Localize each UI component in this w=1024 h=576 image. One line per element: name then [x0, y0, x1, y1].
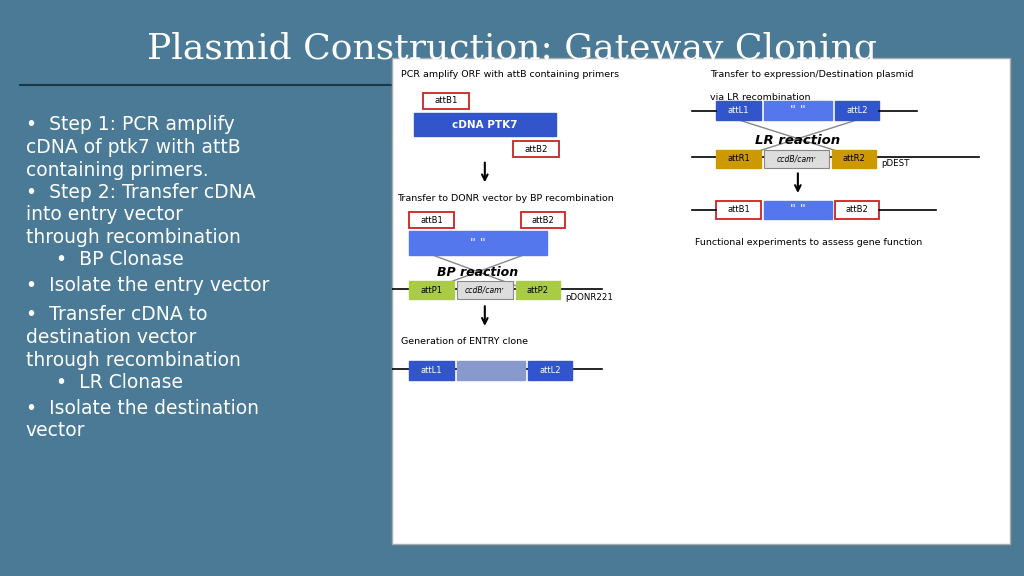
Bar — [457, 361, 525, 380]
Bar — [410, 361, 454, 380]
Text: cDNA PTK7: cDNA PTK7 — [452, 120, 517, 130]
Text: attP2: attP2 — [527, 286, 549, 295]
Text: Transfer to expression/Destination plasmid: Transfer to expression/Destination plasm… — [711, 70, 913, 79]
Text: BP reaction: BP reaction — [437, 266, 518, 279]
Bar — [410, 232, 547, 255]
Text: attL1: attL1 — [421, 366, 442, 375]
Bar — [392, 58, 1010, 544]
Bar — [414, 113, 556, 137]
Text: attR2: attR2 — [843, 154, 865, 164]
Text: pDONR221: pDONR221 — [565, 293, 613, 302]
Bar — [764, 101, 831, 120]
Bar — [717, 150, 761, 168]
Text: •  Transfer cDNA to
destination vector
through recombination: • Transfer cDNA to destination vector th… — [26, 305, 241, 370]
Text: attL1: attL1 — [728, 106, 750, 115]
Text: Generation of ENTRY clone: Generation of ENTRY clone — [401, 338, 528, 347]
Text: " ": " " — [790, 203, 806, 217]
Text: attB1: attB1 — [420, 215, 443, 225]
Bar — [835, 200, 880, 219]
Text: LR reaction: LR reaction — [756, 134, 841, 147]
Text: Plasmid Construction: Gateway Cloning: Plasmid Construction: Gateway Cloning — [147, 32, 877, 66]
Bar — [528, 361, 572, 380]
Bar — [717, 200, 761, 219]
Text: " ": " " — [470, 237, 486, 249]
Text: pDEST: pDEST — [882, 159, 909, 168]
Text: attL2: attL2 — [540, 366, 561, 375]
Text: •  Isolate the entry vector: • Isolate the entry vector — [26, 276, 269, 295]
Text: attB1: attB1 — [727, 206, 750, 214]
Text: ccdB/camʳ: ccdB/camʳ — [776, 154, 816, 164]
Text: attL2: attL2 — [847, 106, 868, 115]
Bar — [831, 150, 877, 168]
Bar — [764, 200, 831, 219]
Text: attB2: attB2 — [531, 215, 554, 225]
Bar — [835, 101, 880, 120]
Text: attB1: attB1 — [434, 96, 458, 105]
Text: " ": " " — [790, 104, 806, 117]
Bar — [520, 213, 565, 228]
Text: Functional experiments to assess gene function: Functional experiments to assess gene fu… — [694, 238, 922, 247]
Bar — [516, 281, 560, 300]
Text: attB2: attB2 — [524, 145, 548, 154]
Text: ccdB/camʳ: ccdB/camʳ — [465, 286, 505, 295]
Text: PCR amplify ORF with attB containing primers: PCR amplify ORF with attB containing pri… — [401, 70, 620, 79]
Text: •  Isolate the destination
vector: • Isolate the destination vector — [26, 399, 259, 440]
Bar — [423, 93, 469, 109]
Text: attP1: attP1 — [421, 286, 442, 295]
Bar — [717, 101, 761, 120]
Text: attB2: attB2 — [846, 206, 868, 214]
Text: •  LR Clonase: • LR Clonase — [56, 373, 183, 392]
Bar — [410, 281, 454, 300]
Text: Transfer to DONR vector by BP recombination: Transfer to DONR vector by BP recombinat… — [397, 194, 613, 203]
Text: attR1: attR1 — [727, 154, 750, 164]
Text: •  Step 2: Transfer cDNA
into entry vector
through recombination: • Step 2: Transfer cDNA into entry vecto… — [26, 183, 255, 247]
Text: •  Step 1: PCR amplify
cDNA of ptk7 with attB
containing primers.: • Step 1: PCR amplify cDNA of ptk7 with … — [26, 115, 241, 180]
Bar — [764, 150, 828, 168]
Bar — [457, 281, 513, 300]
Text: •  BP Clonase: • BP Clonase — [56, 250, 184, 269]
Bar — [410, 213, 454, 228]
Bar — [513, 141, 559, 157]
Text: via LR recombination: via LR recombination — [711, 93, 811, 101]
